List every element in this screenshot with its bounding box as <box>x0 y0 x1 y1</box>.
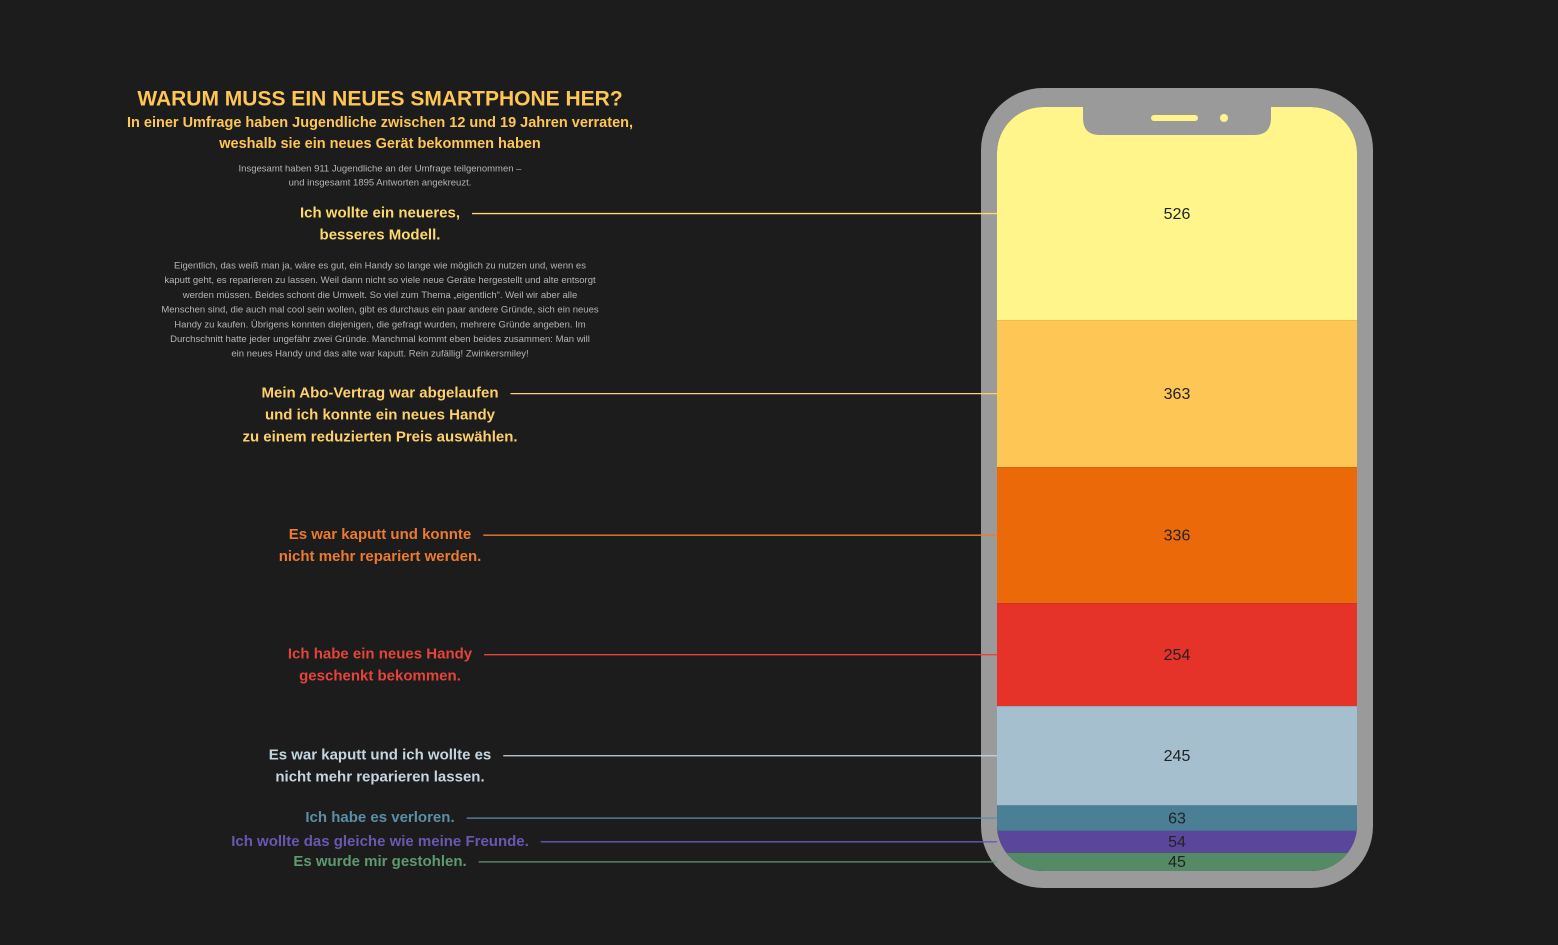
subtitle: In einer Umfrage haben Jugendliche zwisc… <box>127 115 633 131</box>
value-label: 245 <box>1164 748 1191 765</box>
value-label: 254 <box>1164 647 1191 664</box>
body-text: kaputt geht, es reparieren zu lassen. We… <box>164 275 596 286</box>
bar-segment <box>997 320 1357 468</box>
camera <box>1220 114 1228 122</box>
category-label: nicht mehr reparieren lassen. <box>275 769 484 786</box>
note: Insgesamt haben 911 Jugendliche an der U… <box>239 164 523 175</box>
body-text: Durchschnitt hatte jeder ungefähr zwei G… <box>170 334 590 345</box>
category-label: Es war kaputt und konnte <box>289 526 472 543</box>
category-label: Ich wollte das gleiche wie meine Freunde… <box>231 833 529 850</box>
category-label: zu einem reduzierten Preis auswählen. <box>242 429 517 446</box>
bar-segment <box>997 107 1357 321</box>
category-label: nicht mehr repariert werden. <box>279 548 482 565</box>
value-label: 526 <box>1164 206 1191 223</box>
bar-segment <box>997 852 1357 871</box>
subtitle: weshalb sie ein neues Gerät bekommen hab… <box>218 136 541 152</box>
category-label: geschenkt bekommen. <box>299 668 461 685</box>
bar-segment <box>997 830 1357 853</box>
value-label: 54 <box>1168 834 1186 851</box>
chart-title: WARUM MUSS EIN NEUES SMARTPHONE HER? <box>137 88 622 111</box>
bar-segment <box>997 603 1357 707</box>
category-label: Ich habe ein neues Handy <box>288 646 473 663</box>
value-label: 336 <box>1164 527 1191 544</box>
bar-stack <box>997 107 1357 871</box>
body-text: Menschen sind, die auch mal cool sein wo… <box>161 305 599 316</box>
value-label: 45 <box>1168 854 1186 871</box>
value-label: 63 <box>1168 810 1186 827</box>
bar-segment <box>997 706 1357 806</box>
value-label: 363 <box>1164 386 1191 403</box>
speaker <box>1151 115 1198 121</box>
bar-segment <box>997 805 1357 831</box>
body-text: werden müssen. Beides schont die Umwelt.… <box>182 290 578 301</box>
category-label: Ich habe es verloren. <box>305 809 454 826</box>
category-label: Es war kaputt und ich wollte es <box>269 747 492 764</box>
note: und insgesamt 1895 Antworten angekreuzt. <box>289 178 472 189</box>
bar-segment <box>997 467 1357 604</box>
body-text: ein neues Handy und das alte war kaputt.… <box>231 349 528 360</box>
category-label: Ich wollte ein neueres, <box>300 205 460 222</box>
category-label: Mein Abo-Vertrag war abgelaufen <box>262 385 499 402</box>
category-label: Es wurde mir gestohlen. <box>293 853 466 870</box>
body-text: Eigentlich, das weiß man ja, wäre es gut… <box>174 261 586 272</box>
category-label: besseres Modell. <box>320 227 441 244</box>
category-label: und ich konnte ein neues Handy <box>265 407 496 424</box>
body-text: Handy zu kaufen. Übrigens konnten diejen… <box>174 319 585 330</box>
